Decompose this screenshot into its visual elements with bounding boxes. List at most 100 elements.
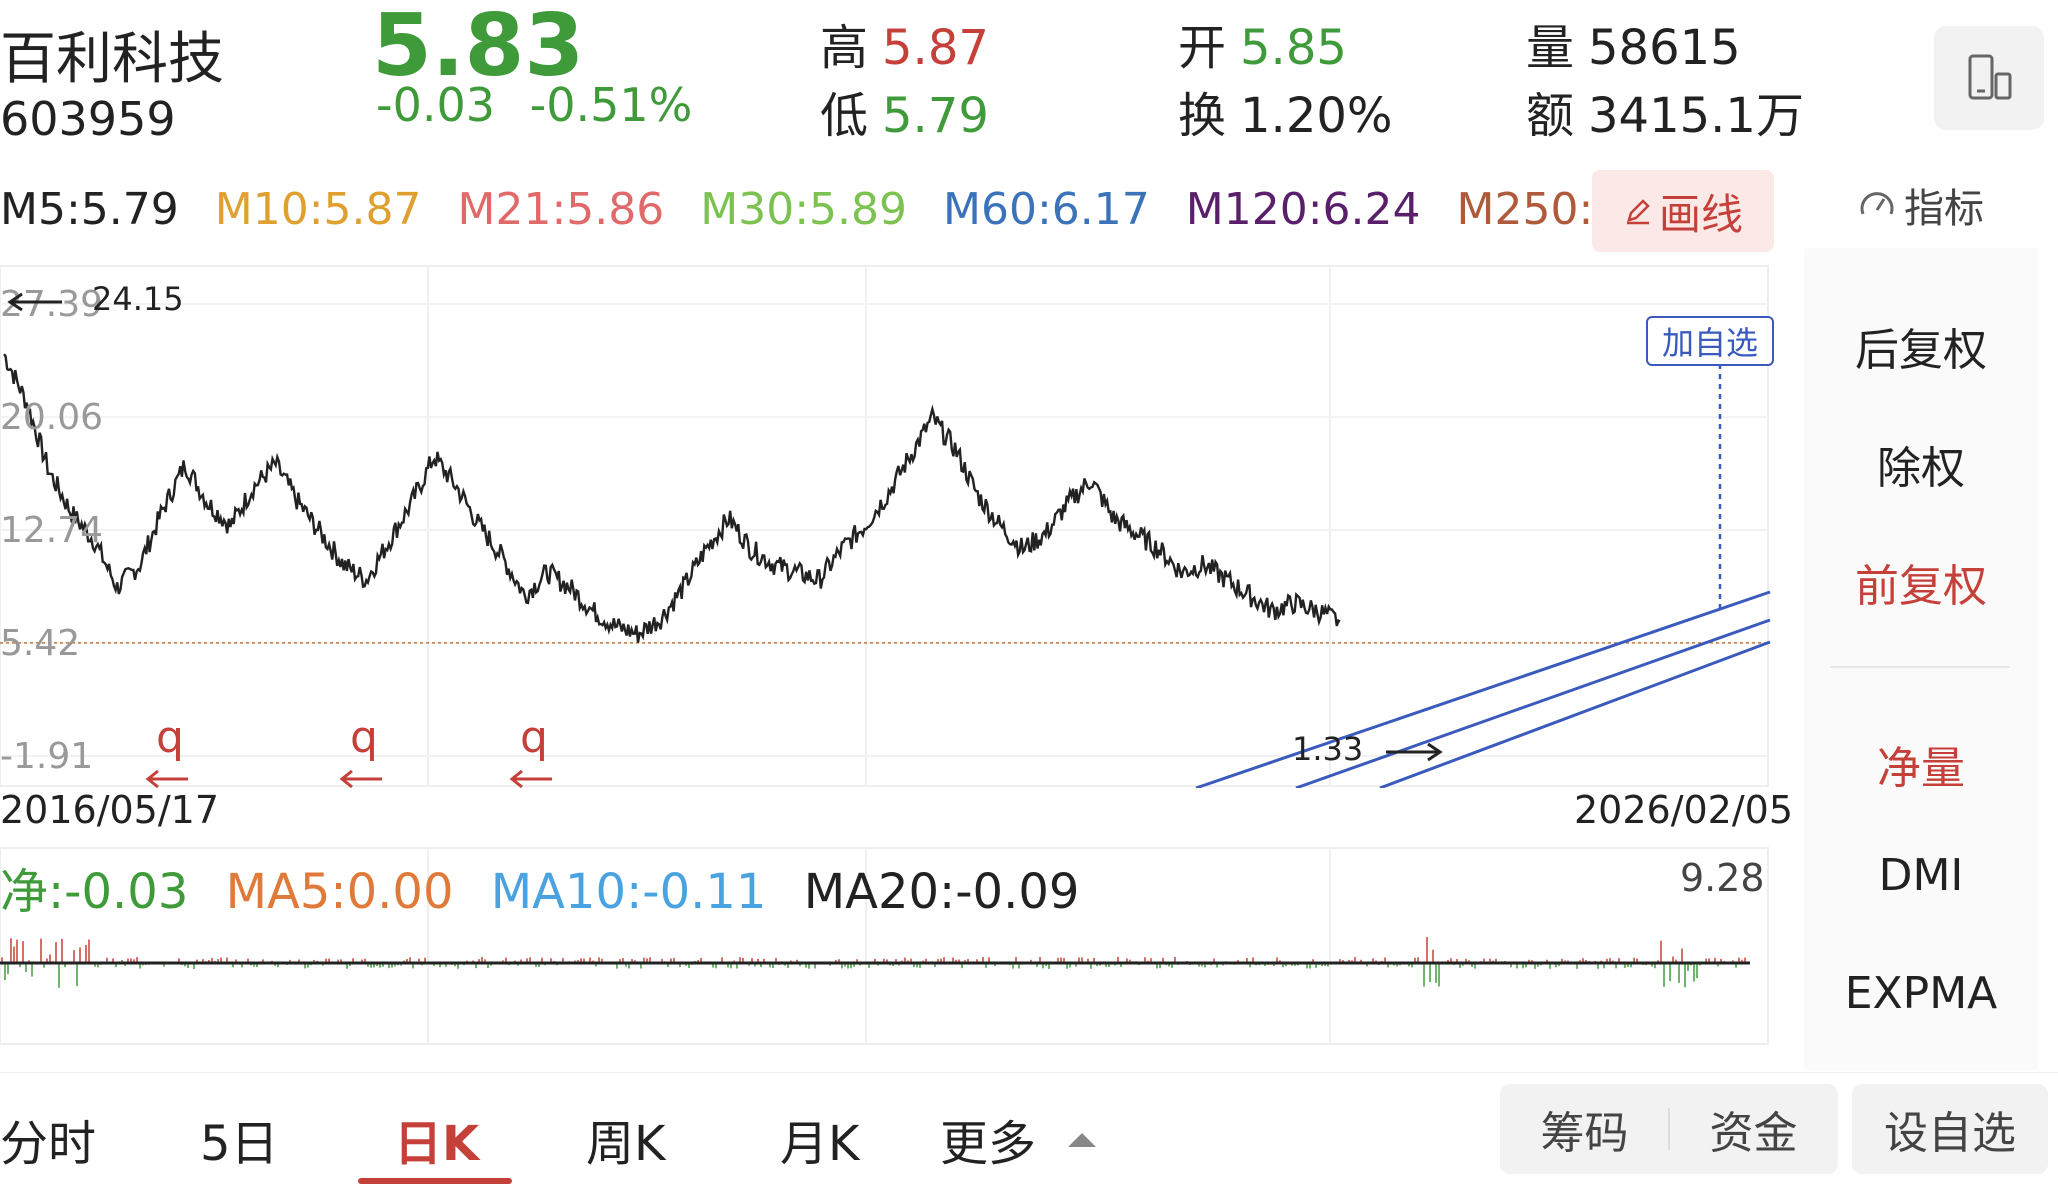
dividend-marker: q	[350, 712, 378, 763]
amount-value: 3415.1万	[1588, 88, 1804, 144]
dividend-marker-arrow	[509, 769, 552, 788]
phone-rotate-icon	[1968, 54, 2012, 100]
turnover-rate: 换 1.20%	[1178, 76, 1393, 146]
net-value: 净:-0.03	[0, 864, 189, 920]
side-divider	[1830, 666, 2010, 668]
tab-daily-k[interactable]: 日K	[394, 1116, 480, 1172]
caret-up-icon	[1068, 1133, 1097, 1147]
stock-name: 百利科技	[0, 27, 224, 92]
dividend-marker-arrow	[339, 769, 382, 788]
open-value: 5.85	[1240, 20, 1347, 76]
high-label: 高	[820, 20, 869, 76]
gauge-icon	[1860, 192, 1894, 215]
landscape-toggle-button[interactable]	[1934, 26, 2044, 130]
trend-line	[1195, 590, 1771, 788]
tab-more[interactable]: 更多	[940, 1104, 1100, 1174]
add-favorite-button[interactable]: 设自选	[1852, 1084, 2048, 1174]
pencil-icon	[1626, 199, 1650, 225]
indicator-button[interactable]: 指标	[1856, 176, 1984, 234]
change-amount: -0.03	[376, 78, 496, 132]
price-chart[interactable]: 27.39 20.06 12.74 5.42 -1.91 24.15 1.33 q q q	[0, 264, 1776, 788]
tab-monthly-k[interactable]: 月K	[780, 1116, 860, 1172]
draw-line-button[interactable]: 画线	[1592, 170, 1774, 252]
net-volume-legend: 净:-0.03 MA5:0.00 MA10:-0.11 MA20:-0.09	[0, 852, 1101, 922]
draw-line-label: 画线	[1658, 189, 1743, 239]
ma120-value: M120:6.24	[1185, 184, 1421, 235]
change-percent: -0.51%	[529, 78, 693, 132]
start-date: 2016/05/17	[0, 788, 220, 832]
low-value: 5.79	[882, 88, 989, 144]
current-price: 5.83	[372, 0, 585, 96]
max-annotation-label: 24.15	[92, 280, 184, 318]
chips-button[interactable]: 筹码	[1540, 1108, 1629, 1159]
ma60-value: M60:6.17	[943, 184, 1150, 235]
y-tick-label: -1.91	[0, 736, 93, 777]
group-separator	[1668, 1108, 1670, 1150]
plot-frame	[0, 265, 1769, 787]
chart-annotations: 24.15 1.33	[7, 280, 1443, 768]
trend-line	[1379, 640, 1771, 788]
active-tab-indicator	[358, 1178, 512, 1184]
volume-value: 58615	[1588, 20, 1741, 76]
end-date: 2026/02/05	[1574, 788, 1794, 832]
y-axis-ticks: 27.39 20.06 12.74 5.42 -1.91	[0, 284, 103, 777]
dividend-marker-arrow	[145, 769, 188, 788]
ma21-value: M21:5.86	[457, 184, 665, 235]
net-ma5-value: MA5:0.00	[225, 864, 454, 920]
sub-chart-grid	[0, 847, 1769, 1045]
side-item-expma[interactable]: EXPMA	[1844, 968, 1998, 1019]
tab-intraday[interactable]: 分时	[0, 1116, 97, 1172]
amount-label: 额	[1526, 88, 1575, 144]
side-panel: 后复权 除权 前复权 净量 DMI EXPMA	[1804, 248, 2038, 1070]
low-label: 低	[820, 88, 869, 144]
tab-weekly-k[interactable]: 周K	[586, 1116, 666, 1172]
price-change: -0.03 -0.51%	[376, 78, 692, 132]
ma5-value: M5:5.79	[0, 184, 179, 235]
moving-average-legend: M5:5.79 M10:5.87 M21:5.86 M30:5.89 M60:6…	[0, 184, 1713, 235]
price-line	[3, 353, 1341, 643]
trend-lines	[1195, 364, 1771, 788]
turnover-value: 1.20%	[1240, 88, 1393, 144]
net-ma10-value: MA10:-0.11	[490, 864, 767, 920]
high-value: 5.87	[882, 20, 989, 76]
y-tick-label: 12.74	[0, 510, 103, 551]
net-volume-chart[interactable]	[0, 846, 1776, 1046]
add-watchlist-tag[interactable]: 加自选	[1646, 316, 1774, 366]
volume: 量 58615	[1526, 8, 1741, 78]
tab-more-label: 更多	[940, 1116, 1037, 1172]
max-annotation-arrow	[7, 292, 62, 312]
chips-funds-group: 筹码 资金	[1500, 1084, 1838, 1174]
funds-button[interactable]: 资金	[1709, 1108, 1798, 1159]
min-annotation-label: 1.33	[1292, 730, 1363, 768]
ma30-value: M30:5.89	[700, 184, 907, 235]
side-item-net-volume[interactable]: 净量	[1877, 743, 1965, 794]
indicator-label: 指标	[1904, 186, 1984, 232]
y-tick-label: 5.42	[0, 623, 80, 664]
ma10-value: M10:5.87	[214, 184, 422, 235]
side-item-forward-adjust[interactable]: 前复权	[1855, 561, 1987, 612]
net-ma20-value: MA20:-0.09	[803, 864, 1080, 920]
side-item-dmi[interactable]: DMI	[1878, 850, 1964, 901]
min-annotation-arrow	[1386, 742, 1443, 762]
chart-grid	[0, 265, 1769, 787]
trend-line	[1295, 618, 1771, 788]
high-price: 高 5.87	[820, 8, 989, 78]
dividend-marker: q	[156, 712, 184, 763]
open-label: 开	[1178, 20, 1227, 76]
stock-code: 603959	[0, 92, 176, 146]
open-price: 开 5.85	[1178, 8, 1347, 78]
tab-5day[interactable]: 5日	[200, 1116, 279, 1172]
volume-label: 量	[1526, 20, 1575, 76]
side-item-backward-adjust[interactable]: 后复权	[1855, 325, 1987, 376]
net-volume-max: 9.28	[1680, 856, 1765, 900]
amount: 额 3415.1万	[1526, 76, 1804, 146]
turnover-label: 换	[1178, 88, 1227, 144]
low-price: 低 5.79	[820, 76, 989, 146]
y-tick-label: 20.06	[0, 397, 103, 438]
dividend-marker: q	[520, 712, 548, 763]
sub-plot-frame	[0, 847, 1769, 1045]
bottom-divider	[0, 1072, 2058, 1073]
side-item-ex-rights[interactable]: 除权	[1877, 443, 1965, 494]
y-tick-label: 27.39	[0, 284, 103, 325]
